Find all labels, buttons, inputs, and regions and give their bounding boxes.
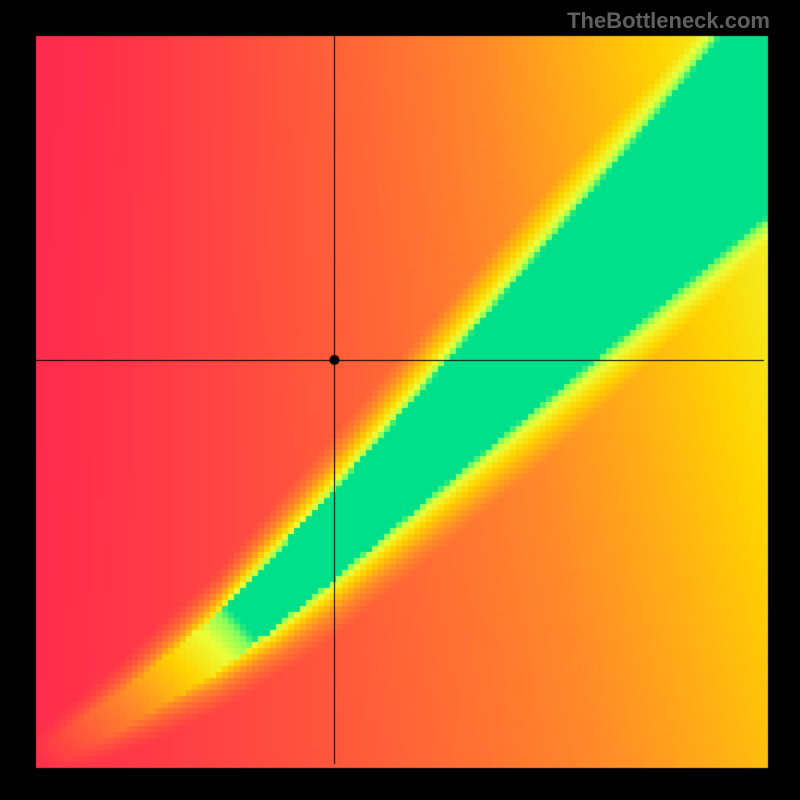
watermark-text: TheBottleneck.com (567, 8, 770, 34)
chart-container: TheBottleneck.com (0, 0, 800, 800)
heatmap-canvas (0, 0, 800, 800)
